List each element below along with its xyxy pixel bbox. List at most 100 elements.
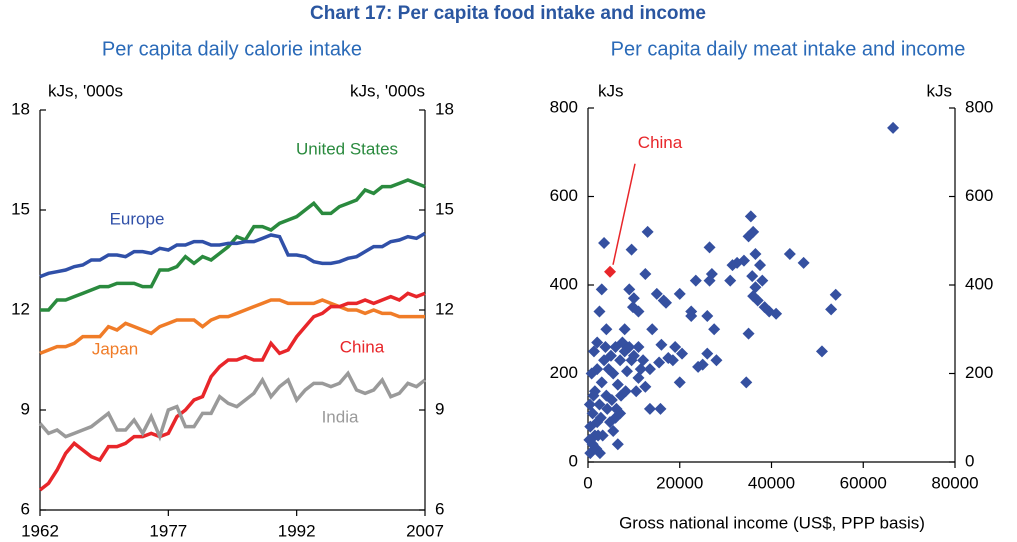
x-tick-label: 2007: [406, 521, 444, 540]
y2-axis-label: kJs, '000s: [350, 81, 425, 100]
series-label: Europe: [110, 209, 165, 228]
point: [623, 283, 636, 296]
series-label: Japan: [92, 339, 138, 358]
point: [703, 274, 716, 287]
point: [596, 429, 609, 442]
y-tick-label: 15: [11, 199, 30, 218]
point: [593, 447, 606, 460]
point: [587, 345, 600, 358]
point: [626, 301, 639, 314]
point: [685, 309, 698, 322]
point: [599, 340, 612, 353]
point: [754, 259, 767, 272]
point: [747, 225, 760, 238]
point: [605, 394, 618, 407]
point: [609, 340, 622, 353]
point: [746, 270, 759, 283]
y-tick-label: 12: [11, 299, 30, 318]
x-tick-label: 1992: [278, 521, 316, 540]
point: [726, 259, 739, 272]
point: [619, 385, 632, 398]
point: [623, 340, 636, 353]
point: [758, 301, 771, 314]
series-label: India: [322, 407, 359, 426]
y-tick-label: 800: [550, 97, 578, 116]
point: [783, 248, 796, 261]
point: [583, 398, 596, 411]
figure-title: Chart 17: Per capita food intake and inc…: [310, 3, 706, 24]
right-subtitle: Per capita daily meat intake and income: [611, 38, 966, 60]
point: [583, 433, 596, 446]
y2-axis-label: kJs: [927, 81, 953, 100]
point: [749, 281, 762, 294]
annotation: China: [638, 133, 683, 152]
point: [632, 340, 645, 353]
y2-tick-label: 400: [965, 274, 993, 293]
annotation-line: [612, 163, 636, 265]
y2-tick-label: 200: [965, 363, 993, 382]
point: [666, 354, 679, 367]
point: [586, 407, 599, 420]
point: [676, 347, 689, 360]
point: [657, 294, 670, 307]
y-tick-label: 600: [550, 186, 578, 205]
y-axis-label: kJs, '000s: [48, 81, 123, 100]
point: [653, 356, 666, 369]
point: [737, 254, 750, 267]
point: [639, 380, 652, 393]
point: [627, 292, 640, 305]
point: [618, 323, 631, 336]
point: [585, 367, 598, 380]
point: [611, 438, 624, 451]
point: [749, 248, 762, 261]
x-axis-label: Gross national income (US$, PPP basis): [619, 513, 925, 532]
point: [770, 307, 783, 320]
point: [639, 267, 652, 280]
point: [673, 287, 686, 300]
x-tick-label: 1977: [149, 521, 187, 540]
point: [825, 303, 838, 316]
y2-tick-label: 800: [965, 97, 993, 116]
x-tick-label: 60000: [840, 473, 887, 492]
y-tick-label: 400: [550, 274, 578, 293]
point: [654, 402, 667, 415]
line: [38, 291, 426, 492]
point: [701, 347, 714, 360]
line: [39, 298, 425, 355]
point: [637, 354, 650, 367]
y2-tick-label: 6: [435, 499, 444, 518]
y-tick-label: 200: [550, 363, 578, 382]
point: [614, 407, 627, 420]
point: [643, 402, 656, 415]
point: [673, 376, 686, 389]
y2-tick-label: 9: [435, 399, 444, 418]
y-tick-label: 0: [569, 451, 578, 470]
x-tick-label: 20000: [656, 473, 703, 492]
x-tick-label: 80000: [931, 473, 978, 492]
point: [601, 402, 614, 415]
point: [887, 121, 900, 134]
line: [39, 231, 426, 279]
y-tick-label: 6: [21, 499, 30, 518]
point: [607, 425, 620, 438]
point: [593, 398, 606, 411]
point: [595, 376, 608, 389]
point: [756, 274, 769, 287]
point: [630, 385, 643, 398]
point: [689, 274, 702, 287]
point: [614, 354, 627, 367]
point: [797, 256, 810, 269]
y2-tick-label: 15: [435, 199, 454, 218]
point: [815, 345, 828, 358]
point: [696, 358, 709, 371]
point: [708, 323, 721, 336]
left-subtitle: Per capita daily calorie intake: [102, 38, 362, 60]
point: [641, 225, 654, 238]
point: [611, 378, 624, 391]
point: [669, 340, 682, 353]
point: [594, 411, 607, 424]
point: [701, 309, 714, 322]
point: [655, 338, 668, 351]
point: [646, 323, 659, 336]
